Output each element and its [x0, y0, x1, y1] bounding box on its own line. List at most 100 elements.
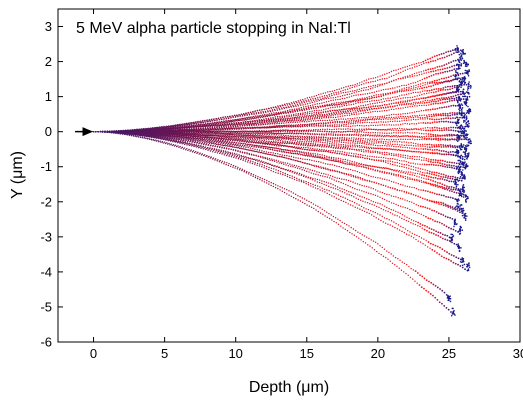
trajectory-point [413, 132, 416, 134]
trajectory-point [390, 80, 393, 83]
trajectory-point [456, 77, 459, 80]
trajectory-point [407, 83, 410, 86]
trajectory-point [293, 117, 296, 119]
trajectory-point [424, 143, 426, 146]
trajectory-point [293, 118, 296, 120]
trajectory-point [245, 130, 247, 132]
trajectory-point [451, 99, 453, 102]
trajectory-point [374, 124, 377, 127]
trajectory-point [450, 95, 452, 98]
trajectory-point [222, 116, 224, 119]
trajectory-point [271, 123, 274, 125]
trajectory-point [244, 134, 247, 136]
trajectory-point [235, 132, 238, 135]
trajectory-point [299, 110, 301, 112]
trajectory-point [310, 124, 313, 126]
trajectory-point [374, 84, 377, 87]
trajectory-point [453, 91, 455, 94]
trajectory-point [293, 131, 296, 133]
trajectory-point [416, 138, 418, 141]
trajectory-end-point [464, 103, 467, 106]
trajectory-point [358, 82, 361, 84]
trajectory-point [292, 129, 294, 132]
trajectory-point [317, 115, 319, 117]
trajectory-point [431, 56, 434, 59]
trajectory-point [313, 95, 315, 98]
trajectory-point [306, 136, 309, 139]
trajectory-point [347, 118, 349, 120]
trajectory-point [440, 143, 442, 146]
trajectory-point [301, 102, 303, 104]
trajectory-point [349, 110, 352, 113]
trajectory-point [449, 112, 451, 115]
trajectory-point [447, 129, 450, 132]
trajectory-point [398, 127, 401, 130]
trajectory-point [279, 130, 282, 133]
trajectory-point [336, 125, 338, 128]
trajectory-point [440, 88, 442, 90]
trajectory-point [391, 118, 394, 120]
trajectory-point [185, 126, 187, 129]
trajectory-point [237, 127, 240, 129]
trajectory-point [433, 81, 436, 84]
trajectory-point [395, 116, 397, 118]
trajectory-point [338, 112, 340, 114]
trajectory-point [272, 116, 274, 119]
trajectory-point [304, 123, 306, 126]
trajectory-point [302, 118, 305, 120]
trajectory-point [285, 134, 287, 137]
trajectory-point [219, 132, 221, 134]
trajectory-point [342, 101, 345, 103]
trajectory-point [446, 98, 449, 101]
trajectory-point [403, 135, 405, 137]
trajectory-point [388, 139, 390, 141]
trajectory-point [356, 131, 358, 133]
trajectory-point [344, 112, 346, 115]
trajectory-point [355, 94, 357, 96]
trajectory-point [309, 136, 311, 139]
trajectory-point [269, 132, 272, 134]
trajectory-point [234, 125, 237, 128]
trajectory-point [322, 119, 324, 122]
trajectory-point [382, 118, 385, 120]
trajectory-point [400, 90, 403, 93]
trajectory-point [280, 132, 282, 134]
trajectory-point [352, 139, 355, 141]
trajectory-point [457, 50, 460, 52]
trajectory-point [452, 129, 455, 132]
trajectory-point [262, 135, 264, 137]
trajectory-point [218, 119, 220, 121]
trajectory-point [278, 134, 280, 136]
trajectory-point [339, 121, 341, 124]
trajectory-point [275, 119, 277, 121]
trajectory-point [240, 123, 242, 125]
trajectory-point [292, 121, 294, 123]
trajectory-end-point [467, 141, 470, 143]
trajectory-point [206, 124, 208, 126]
trajectory-point [413, 128, 416, 130]
trajectory-point [364, 138, 367, 140]
trajectory-point [438, 97, 441, 100]
trajectory-point [430, 91, 432, 94]
trajectory-point [360, 119, 362, 121]
trajectory-point [406, 101, 409, 103]
trajectory-point [304, 119, 307, 121]
trajectory-point [268, 113, 271, 115]
trajectory-point [241, 115, 244, 117]
trajectory-point [263, 108, 266, 111]
trajectory-point [327, 91, 329, 93]
trajectory-point [352, 140, 354, 142]
trajectory-point [321, 130, 323, 133]
trajectory-point [192, 122, 194, 124]
trajectory-point [275, 130, 277, 133]
trajectory-point [293, 120, 295, 122]
trajectory-point [387, 88, 389, 90]
trajectory-point [320, 111, 322, 114]
trajectory-point [282, 112, 285, 115]
trajectory-point [252, 132, 255, 134]
trajectory-point [195, 126, 198, 129]
trajectory-end-point [460, 113, 463, 116]
trajectory-point [420, 61, 422, 64]
trajectory-point [422, 100, 424, 103]
trajectory-point [341, 120, 343, 123]
